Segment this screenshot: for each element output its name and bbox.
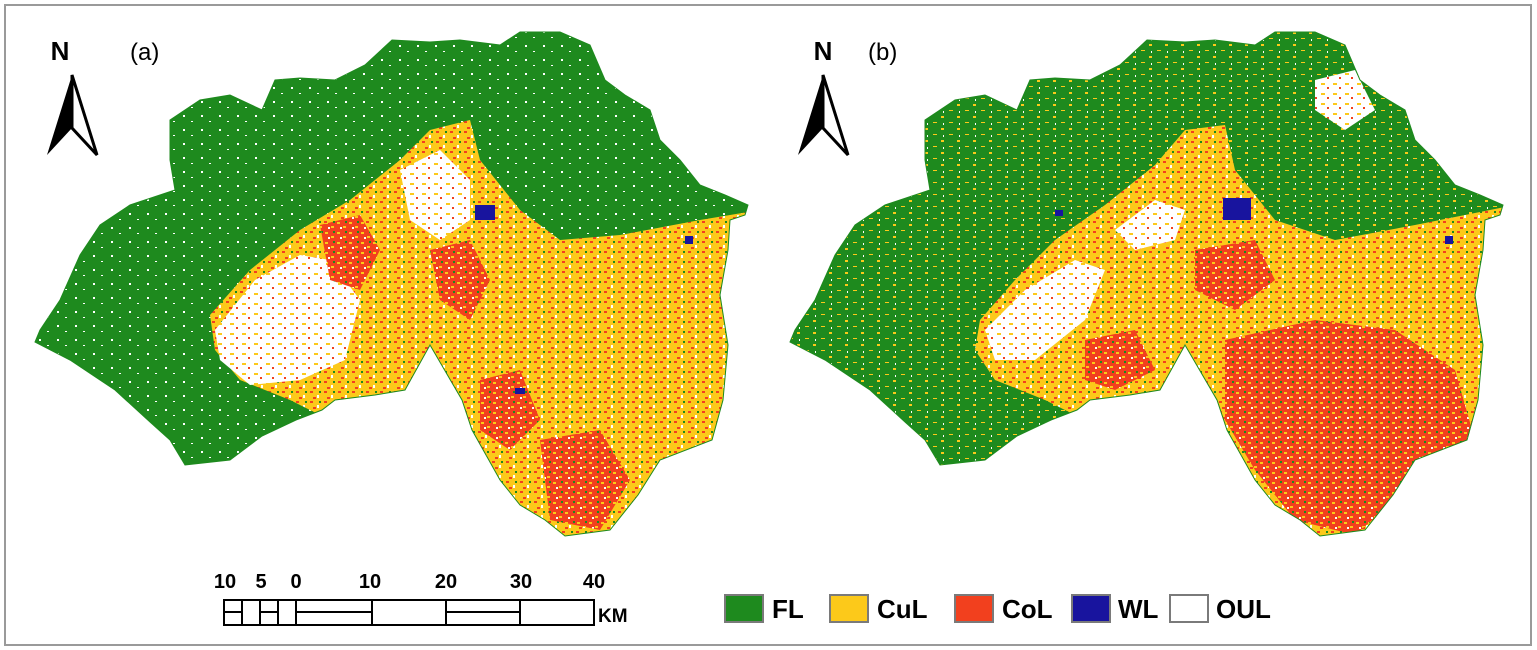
north-arrow-a: N: [47, 36, 99, 157]
legend-label: CoL: [1002, 594, 1053, 624]
legend-label: WL: [1118, 594, 1159, 624]
legend-label: FL: [772, 594, 804, 624]
scale-tick-label: 5: [255, 571, 266, 593]
north-arrow-icon: [47, 75, 72, 155]
legend-swatch-cul: [829, 594, 869, 623]
legend-label: OUL: [1216, 594, 1271, 624]
scale-tick-label: 0: [290, 571, 301, 593]
panel-label-a: (a): [130, 39, 159, 66]
scale-tick-label: 10: [214, 571, 236, 593]
scale-tick-label: 20: [435, 571, 457, 593]
north-label-b: N: [814, 36, 833, 66]
legend-item-oul: OUL: [1169, 594, 1271, 624]
legend-swatch-col: [954, 594, 994, 623]
legend-item-col: CoL: [954, 594, 1053, 624]
north-label-a: N: [51, 36, 70, 66]
legend-label: CuL: [877, 594, 928, 624]
north-arrow-b: N: [798, 36, 850, 157]
scale-bar: 10 5 0 10 20 30 40 KM: [214, 571, 628, 627]
panel-label-b: (b): [868, 39, 897, 66]
legend-item-wl: WL: [1071, 594, 1159, 624]
legend: FL CuL CoL WL OUL: [724, 594, 1271, 624]
legend-item-fl: FL: [724, 594, 804, 624]
scale-tick-label: 10: [359, 571, 381, 593]
legend-swatch-fl: [724, 594, 764, 623]
scale-unit: KM: [598, 606, 628, 627]
legend-item-cul: CuL: [829, 594, 928, 624]
scale-tick-label: 40: [583, 571, 605, 593]
scale-tick-label: 30: [510, 571, 532, 593]
legend-swatch-wl: [1071, 594, 1111, 623]
legend-swatch-oul: [1169, 594, 1209, 623]
north-arrow-icon: [798, 75, 823, 155]
